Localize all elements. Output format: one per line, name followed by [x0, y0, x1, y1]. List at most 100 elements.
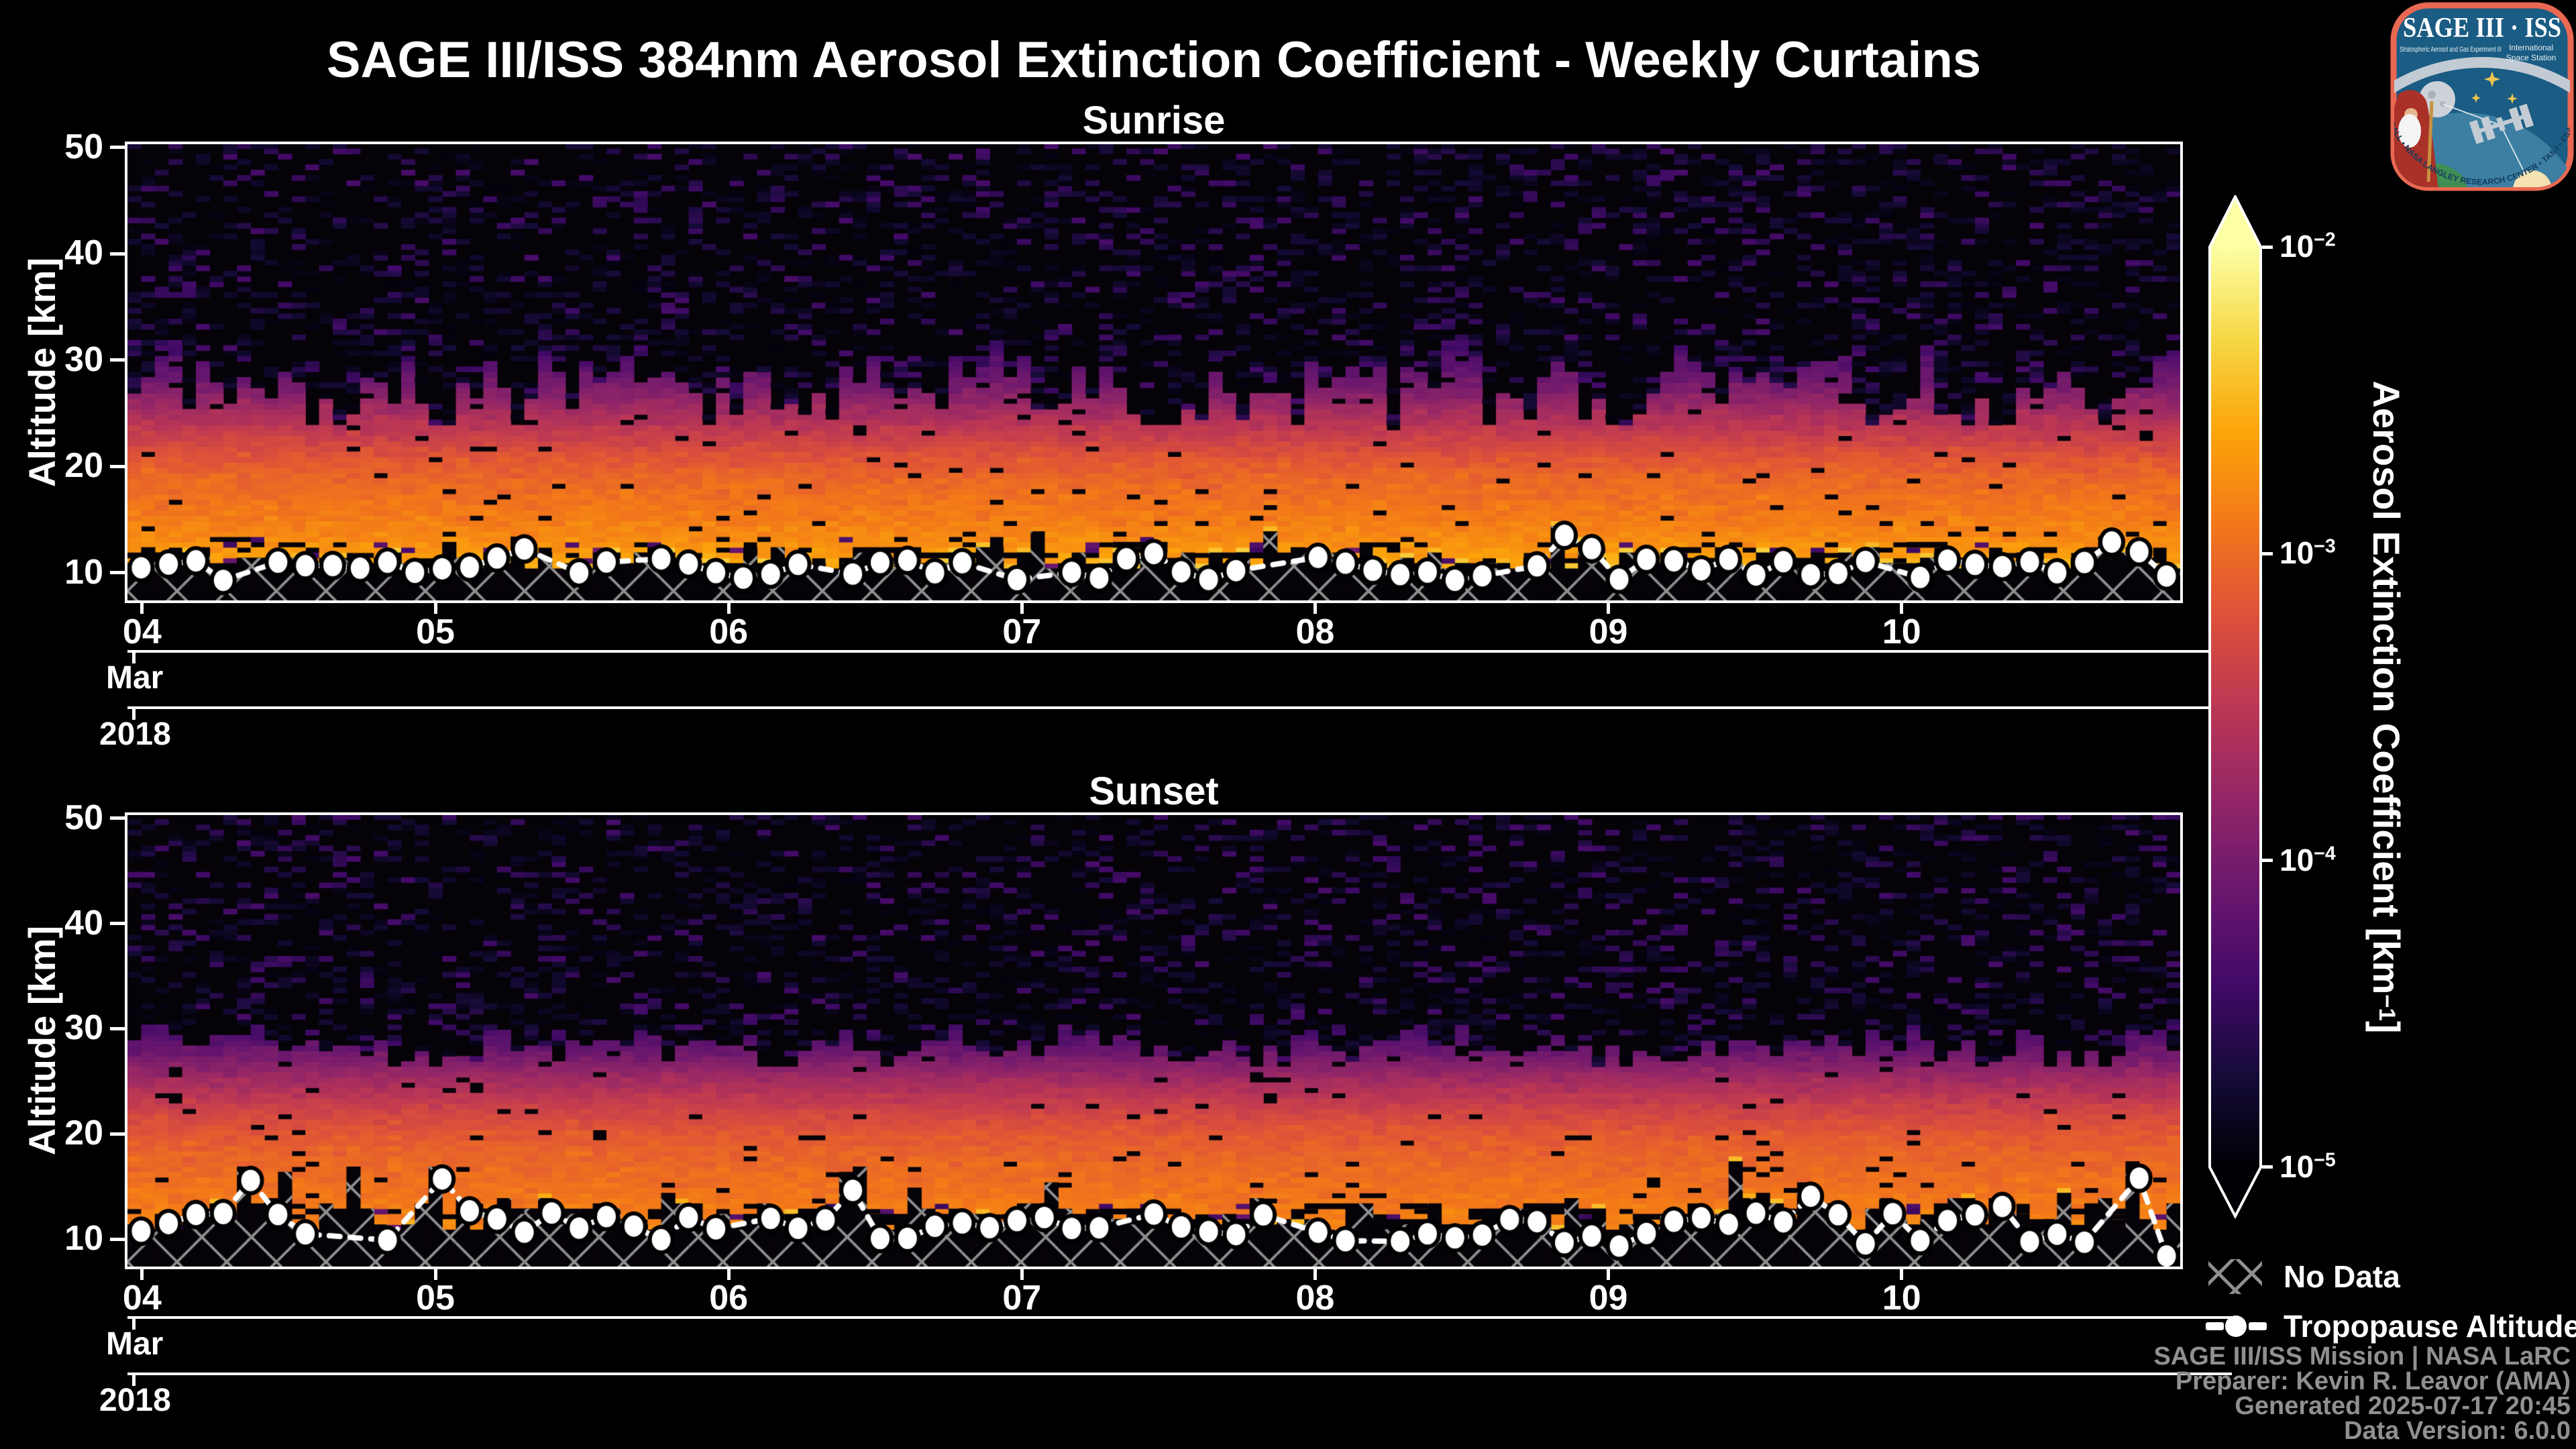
x-tick-label: 10	[1882, 612, 1921, 651]
x-axis-tick	[727, 600, 731, 614]
colorbar-label-exponent: −1	[2374, 994, 2400, 1021]
y-tick-label: 30	[64, 1008, 103, 1048]
credits-data-version: Data Version: 6.0.0	[2344, 1417, 2571, 1445]
x-axis-tick	[1607, 600, 1611, 614]
patch-title: SAGE III · ISS	[2403, 13, 2561, 44]
y-axis-tick	[110, 1132, 126, 1136]
orbit-ring	[2394, 57, 2570, 187]
x-tick-label: 08	[1295, 612, 1335, 651]
colorbar-axis-label: Aerosol Extinction Coefficient [km −1]	[2365, 380, 2408, 1034]
x-axis-tick	[1020, 1267, 1024, 1280]
colorbar-tick-exponent: −5	[2314, 1149, 2336, 1171]
y-axis-tick	[110, 252, 126, 256]
iss-icon	[2469, 103, 2534, 144]
sun-icon	[2513, 170, 2552, 187]
x-tick-label: 10	[1882, 1279, 1921, 1318]
y-tick-label: 40	[64, 233, 103, 273]
colorbar-tick-label: 10−2	[2279, 228, 2336, 264]
colorbar-tick	[2262, 859, 2273, 863]
colorbar-tick	[2262, 551, 2273, 555]
sunrise-month-axis-tick	[132, 653, 136, 663]
sunset-month-axis-line	[127, 1316, 2232, 1319]
x-tick-label: 07	[1002, 1279, 1042, 1318]
legend-no-data-label: No Data	[2284, 1259, 2400, 1294]
moon-icon	[2419, 81, 2455, 117]
sunrise-year-axis-tick	[132, 709, 136, 720]
y-axis-tick	[110, 571, 126, 575]
y-axis-tick	[110, 816, 126, 820]
colorbar-tick-exponent: −2	[2314, 229, 2336, 251]
stars-icon	[2471, 71, 2518, 104]
mission-patch-logo: BALL • NASA LANGLEY RESEARCH CENTER • TA…	[2390, 2, 2574, 191]
y-axis-tick	[110, 146, 126, 150]
legend-tropopause-label: Tropopause Altitude	[2284, 1309, 2576, 1344]
credits-block: SAGE III/ISS Mission | NASA LaRC Prepare…	[1898, 1344, 2571, 1444]
sunset-year-axis-tick	[132, 1375, 136, 1386]
panel-title-sunrise: Sunrise	[1082, 99, 1226, 142]
y-tick-label: 10	[64, 1219, 103, 1258]
sunrise-month-label: Mar	[106, 660, 164, 696]
colorbar-tick-label: 10−5	[2279, 1148, 2336, 1184]
x-axis-tick	[1607, 1267, 1611, 1280]
y-axis-tick	[110, 358, 126, 362]
x-tick-label: 04	[122, 1279, 162, 1318]
sunrise-heatmap-canvas	[127, 144, 2180, 600]
y-tick-label: 50	[64, 127, 103, 166]
y-axis-tick	[110, 1237, 126, 1241]
patch-subtitle-right-1: International	[2509, 43, 2553, 52]
y-tick-label: 20	[64, 1114, 103, 1153]
page-title: SAGE III/ISS 384nm Aerosol Extinction Co…	[326, 32, 1982, 89]
sunrise-month-axis-line	[127, 650, 2232, 653]
x-tick-label: 08	[1295, 1279, 1335, 1318]
colorbar-tick	[2262, 1165, 2273, 1169]
y-tick-label: 10	[64, 552, 103, 592]
x-axis-tick	[433, 600, 437, 614]
patch-subtitle-right-2: Space Station	[2506, 53, 2557, 62]
sunrise-year-label: 2018	[99, 716, 171, 752]
y-tick-label: 20	[64, 446, 103, 486]
x-tick-label: 04	[122, 612, 162, 651]
colorbar-tick-label: 10−4	[2279, 842, 2336, 877]
no-data-hatch-swatch	[2208, 1259, 2262, 1294]
credits-preparer: Preparer: Kevin R. Leavor (AMA)	[2175, 1367, 2571, 1395]
sunset-heatmap-canvas	[127, 815, 2180, 1267]
x-tick-label: 05	[416, 612, 455, 651]
colorbar-tick-label: 10−3	[2279, 535, 2336, 571]
colorbar	[2208, 195, 2262, 1219]
colorbar-gradient-bar	[2208, 195, 2262, 1219]
y-axis-tick	[110, 464, 126, 468]
credits-mission: SAGE III/ISS Mission | NASA LaRC	[2153, 1342, 2571, 1371]
sunset-year-label: 2018	[99, 1383, 171, 1418]
x-tick-label: 09	[1589, 1279, 1628, 1318]
sunrise-year-axis-line	[127, 706, 2232, 709]
x-axis-tick	[1900, 600, 1904, 614]
x-axis-tick	[1900, 1267, 1904, 1280]
sunrise-plot-frame	[125, 142, 2183, 603]
x-tick-label: 09	[1589, 612, 1628, 651]
wizard-icon	[2394, 90, 2438, 187]
panel-title-sunset: Sunset	[1089, 769, 1219, 813]
sunset-month-axis-tick	[132, 1319, 136, 1330]
moon-crater	[2428, 91, 2436, 99]
colorbar-tick-exponent: −4	[2314, 843, 2336, 865]
x-axis-tick	[1313, 1267, 1317, 1280]
sunset-year-axis-line	[127, 1373, 2232, 1375]
y-tick-label: 40	[64, 903, 103, 943]
x-axis-tick	[140, 1267, 144, 1280]
x-tick-label: 06	[709, 1279, 749, 1318]
x-axis-tick	[433, 1267, 437, 1280]
x-axis-tick	[140, 600, 144, 614]
x-tick-label: 06	[709, 612, 749, 651]
x-tick-label: 07	[1002, 612, 1042, 651]
sunset-plot-frame	[125, 812, 2183, 1269]
y-axis-tick	[110, 1026, 126, 1030]
colorbar-tick-exponent: −3	[2314, 535, 2336, 557]
x-tick-label: 05	[416, 1279, 455, 1318]
x-axis-tick	[1020, 600, 1024, 614]
credits-generated: Generated 2025-07-17 20:45	[2235, 1392, 2571, 1420]
x-axis-tick	[727, 1267, 731, 1280]
x-axis-tick	[1313, 600, 1317, 614]
y-axis-tick	[110, 922, 126, 926]
y-tick-label: 30	[64, 339, 103, 379]
